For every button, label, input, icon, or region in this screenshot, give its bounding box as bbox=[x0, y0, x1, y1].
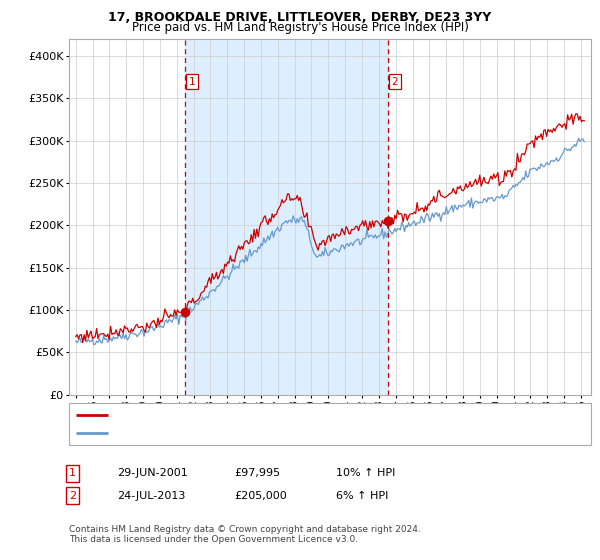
Bar bbox=[185, 39, 388, 395]
Text: 2: 2 bbox=[69, 491, 76, 501]
Text: 10% ↑ HPI: 10% ↑ HPI bbox=[336, 468, 395, 478]
Text: Price paid vs. HM Land Registry's House Price Index (HPI): Price paid vs. HM Land Registry's House … bbox=[131, 21, 469, 34]
Text: 17, BROOKDALE DRIVE, LITTLEOVER, DERBY, DE23 3YY (detached house): 17, BROOKDALE DRIVE, LITTLEOVER, DERBY, … bbox=[114, 410, 479, 420]
Text: 17, BROOKDALE DRIVE, LITTLEOVER, DERBY, DE23 3YY: 17, BROOKDALE DRIVE, LITTLEOVER, DERBY, … bbox=[109, 11, 491, 24]
Text: Contains HM Land Registry data © Crown copyright and database right 2024.: Contains HM Land Registry data © Crown c… bbox=[69, 525, 421, 534]
Text: 29-JUN-2001: 29-JUN-2001 bbox=[117, 468, 188, 478]
Text: HPI: Average price, detached house, City of Derby: HPI: Average price, detached house, City… bbox=[114, 428, 364, 438]
Text: 1: 1 bbox=[188, 77, 195, 87]
Text: £97,995: £97,995 bbox=[234, 468, 280, 478]
Text: 24-JUL-2013: 24-JUL-2013 bbox=[117, 491, 185, 501]
Text: 1: 1 bbox=[69, 468, 76, 478]
Text: 2: 2 bbox=[392, 77, 398, 87]
Text: 6% ↑ HPI: 6% ↑ HPI bbox=[336, 491, 388, 501]
Text: This data is licensed under the Open Government Licence v3.0.: This data is licensed under the Open Gov… bbox=[69, 535, 358, 544]
Text: £205,000: £205,000 bbox=[234, 491, 287, 501]
